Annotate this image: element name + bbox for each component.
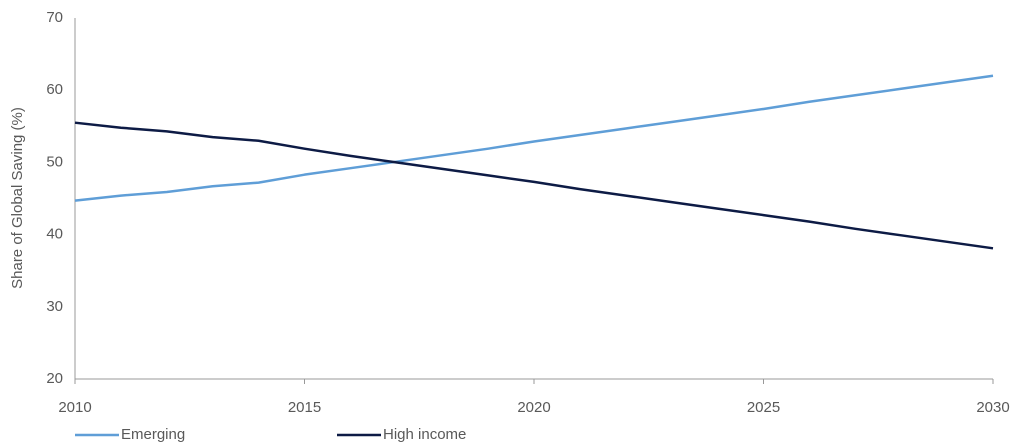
x-tick-label: 2025 <box>747 399 780 416</box>
series-line <box>74 121 994 250</box>
x-tick-label: 2010 <box>58 399 91 416</box>
series-line <box>74 74 994 202</box>
y-tick-label: 60 <box>46 81 63 98</box>
y-tick-label: 50 <box>46 153 63 170</box>
y-tick-label: 40 <box>46 226 63 243</box>
y-tick-label: 20 <box>46 370 63 387</box>
x-tick-label: 2020 <box>517 399 550 416</box>
legend-label: Emerging <box>121 426 185 443</box>
y-tick-label: 70 <box>46 9 63 26</box>
y-axis-label: Share of Global Saving (%) <box>9 107 26 289</box>
x-tick-label: 2030 <box>976 399 1009 416</box>
legend-label: High income <box>383 426 466 443</box>
x-tick-label: 2015 <box>288 399 321 416</box>
y-tick-label: 30 <box>46 298 63 315</box>
